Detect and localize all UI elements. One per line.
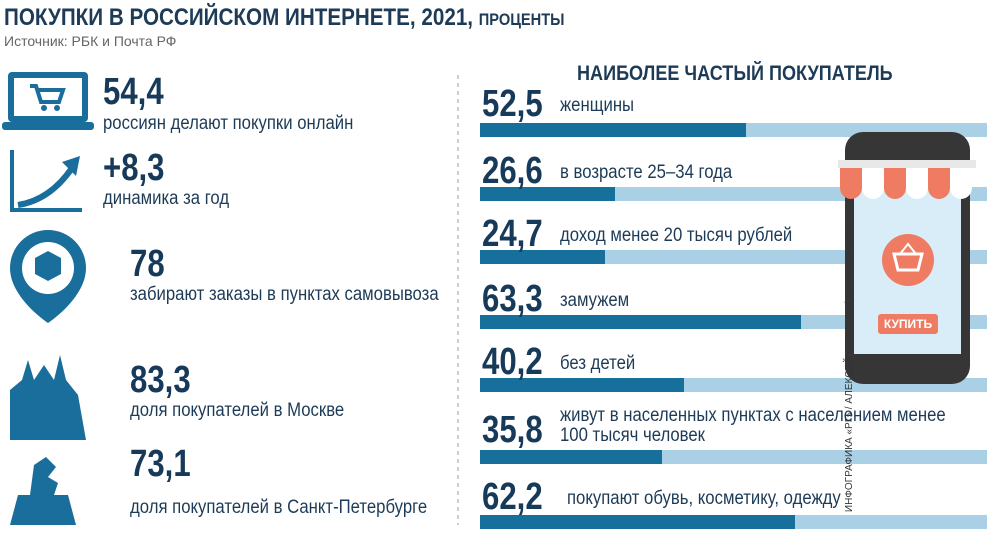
stat-value: 78 [130, 243, 165, 285]
category-label: замужем [560, 290, 630, 311]
value-label: 62,2 [482, 476, 543, 518]
credit-text: ИНФОГРАФИКА «РГ» / АЛЕКСЕЙ СТРИГИН / АНН… [843, 227, 855, 513]
awning [838, 160, 976, 199]
value-label: 26,6 [482, 150, 543, 192]
value-label: 52,5 [482, 83, 543, 125]
value-label: 40,2 [482, 341, 543, 383]
stat-value: 54,4 [103, 71, 164, 113]
category-label: доход менее 20 тысяч рублей [560, 225, 793, 246]
title-text: ПОКУПКИ В РОССИЙСКОМ ИНТЕРНЕТЕ, 2021, [4, 4, 474, 31]
stat-label: забирают заказы в пунктах самовывоза [130, 284, 439, 305]
bar [480, 250, 606, 264]
category-label: в возрасте 25–34 года [560, 162, 733, 183]
stat-value: 73,1 [130, 443, 191, 485]
phone: КУПИТЬ [838, 132, 976, 384]
icons [2, 72, 94, 525]
stat-value: +8,3 [103, 147, 165, 189]
category-label: женщины [560, 95, 635, 116]
buy-button[interactable]: КУПИТЬ [884, 317, 933, 331]
stat-label: динамика за год [103, 188, 230, 209]
source: Источник: РБК и Почта РФ [4, 33, 177, 49]
bar [480, 515, 796, 529]
value-label: 63,3 [482, 278, 543, 320]
value-label: 35,8 [482, 409, 543, 451]
stat-label: доля покупателей в Санкт-Петербурге [130, 497, 428, 518]
title: ПОКУПКИ В РОССИЙСКОМ ИНТЕРНЕТЕ, 2021, ПР… [4, 4, 564, 32]
stat-label: доля покупателей в Москве [130, 400, 345, 421]
stat-value: 83,3 [130, 359, 191, 401]
category-label: покупают обувь, косметику, одежду [567, 488, 841, 509]
bar [480, 315, 801, 329]
chart-title: НАИБОЛЕЕ ЧАСТЫЙ ПОКУПАТЕЛЬ [577, 62, 893, 85]
title-unit: ПРОЦЕНТЫ [478, 10, 565, 29]
bar [480, 123, 747, 137]
bar [480, 378, 684, 392]
stat-label: россиян делают покупки онлайн [103, 113, 354, 134]
category-label: живут в населенных пунктах с населением … [560, 405, 946, 446]
bar [480, 450, 662, 464]
value-label: 24,7 [482, 213, 543, 255]
credit: ИНФОГРАФИКА «РГ» / АЛЕКСЕЙ СТРИГИН / АНН… [844, 86, 866, 512]
category-label: без детей [560, 353, 636, 374]
bar [480, 187, 615, 201]
